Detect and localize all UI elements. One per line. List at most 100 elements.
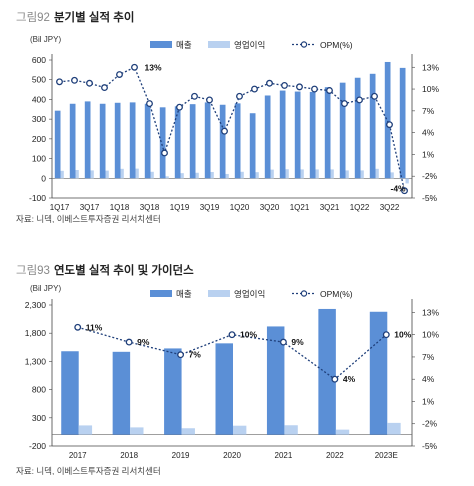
chart2-x-tick-label: 2021 xyxy=(275,451,293,460)
chart1-bar-op-profit xyxy=(165,176,169,179)
chart2-y-left-tick-label: 1,300 xyxy=(25,356,47,366)
chart1-opm-point xyxy=(176,103,183,111)
chart2-legend-swatch-op-profit xyxy=(208,290,230,297)
chart1-x-tick-label: 1Q20 xyxy=(230,203,250,212)
chart2-annual: (Bil JPY) -200 300 800 1,300 1,800 2,300 13% 10%… xyxy=(25,284,440,460)
chart1-bar-op-profit xyxy=(330,169,334,179)
chart1-y-left-tick-label: 400 xyxy=(32,94,46,104)
chart1-bar-sales xyxy=(399,67,406,179)
chart1-x-tick-label: 3Q21 xyxy=(320,203,340,212)
chart1-y-left-tick-label: 0 xyxy=(41,173,46,183)
chart2-bar-op-profit xyxy=(335,429,350,435)
chart2-source: 자료: 니덱, 이베스트투자증권 리서치센터 xyxy=(16,466,161,476)
chart2-y-right-tick-label: -2% xyxy=(422,419,438,429)
chart1-bar-sales xyxy=(189,104,196,179)
chart1-opm-point xyxy=(296,83,303,91)
chart1-opm-line xyxy=(59,66,406,191)
chart2-y-right-tick-label: 13% xyxy=(422,307,439,317)
chart2-opm-annotation: 11% xyxy=(86,322,103,332)
chart2-y-left-tick-label: 300 xyxy=(32,413,46,423)
chart1-bar-sales xyxy=(294,91,301,179)
chart2-legend-marker-opm xyxy=(300,290,308,297)
chart1-bar-sales xyxy=(84,101,91,179)
chart1-opm-annotation: -4% xyxy=(391,184,407,194)
chart1-opm-point xyxy=(281,81,288,89)
chart1-bar-sales xyxy=(114,102,121,179)
chart1-legend-label-op-profit: 영업이익 xyxy=(234,40,265,50)
chart1-x-tick-label: 3Q19 xyxy=(200,203,220,212)
chart1-opm-point xyxy=(161,149,168,157)
chart1-y-left-tick-label: -100 xyxy=(29,193,46,203)
chart1-y-right-tick-label: 7% xyxy=(422,106,435,116)
chart2-legend-label-sales: 매출 xyxy=(176,289,192,299)
chart1-bar-sales xyxy=(309,91,316,179)
chart2-opm-point xyxy=(125,338,133,346)
chart1-bar-op-profit xyxy=(345,170,349,179)
chart2-opm-annotation: 10% xyxy=(394,330,411,340)
chart2-x-tick-label: 2023E xyxy=(375,451,398,460)
chart1-legend-marker-opm xyxy=(300,41,308,48)
chart1-legend-swatch-op-profit xyxy=(208,41,230,48)
chart1-opm-point xyxy=(326,87,333,94)
chart1-fig-num: 그림92 xyxy=(16,12,50,24)
chart1-bar-op-profit xyxy=(255,172,259,179)
chart1-x-tick-label: 3Q22 xyxy=(380,203,400,212)
chart2-y-right-tick-label: 1% xyxy=(422,396,435,406)
chart2-y-left-tick-label: 1,800 xyxy=(25,328,47,338)
chart1-bar-sales xyxy=(144,103,151,179)
chart2-opm-point xyxy=(331,375,339,383)
chart1-unit-label: (Bil JPY) xyxy=(30,35,61,44)
chart1-title: 그림92 분기별 실적 추이 xyxy=(16,9,134,25)
chart1-opm-point xyxy=(101,84,108,92)
chart1-opm-point xyxy=(356,96,363,104)
chart1-opm-point xyxy=(266,79,273,87)
chart2-x-tick-label: 2022 xyxy=(326,451,344,460)
chart2-opm-point xyxy=(228,331,236,339)
chart1-bar-op-profit xyxy=(75,170,79,179)
chart1-opm-point xyxy=(56,78,63,86)
chart1-bar-op-profit xyxy=(240,171,244,179)
chart1-y-left-tick-label: 600 xyxy=(32,55,46,65)
chart1-bar-sales xyxy=(159,107,166,179)
chart1-opm-point xyxy=(116,71,123,78)
chart2-unit-label: (Bil JPY) xyxy=(30,284,61,293)
chart1-y-left-tick-label: 100 xyxy=(32,154,46,164)
chart1-bar-op-profit xyxy=(375,168,379,179)
chart1-bar-sales xyxy=(54,110,61,179)
chart2-opm-annotation: 9% xyxy=(137,337,150,347)
chart2-bar-sales xyxy=(164,348,182,435)
chart1-y-right-tick-label: -5% xyxy=(422,193,438,203)
chart2-legend-label-op-profit: 영업이익 xyxy=(234,289,265,299)
chart1-y-right-tick-label: 1% xyxy=(422,149,435,159)
chart1-bar-op-profit xyxy=(135,168,139,179)
chart2-y-right-tick-label: -5% xyxy=(422,441,438,451)
chart1-bar-sales xyxy=(219,104,226,179)
chart1-bar-sales xyxy=(174,106,181,179)
chart2-title-text: 연도별 실적 추이 및 가이던스 xyxy=(53,265,194,277)
chart1-bar-op-profit xyxy=(360,170,364,179)
chart1-source: 자료: 니덱, 이베스트투자증권 리서치센터 xyxy=(16,214,161,224)
chart1-bar-op-profit xyxy=(180,173,184,179)
chart1-opm-point xyxy=(311,85,318,93)
chart2-y-left-tick-label: 2,300 xyxy=(25,300,47,310)
chart2-bar-op-profit xyxy=(130,427,144,435)
chart2-bar-op-profit xyxy=(387,422,401,435)
chart2-y-right-tick-label: 7% xyxy=(422,352,435,362)
chart1-bar-sales xyxy=(249,113,256,179)
chart1-bar-op-profit xyxy=(300,169,304,179)
chart2-opm-point xyxy=(177,351,185,359)
chart1-legend-label-sales: 매출 xyxy=(176,40,192,50)
chart1-bar-op-profit xyxy=(195,172,199,179)
chart1-bar-sales xyxy=(324,87,331,179)
chart1-bar-op-profit xyxy=(120,168,124,179)
chart2-bar-op-profit xyxy=(284,425,298,435)
chart1-legend-swatch-sales xyxy=(150,41,172,48)
chart2-bar-op-profit xyxy=(78,425,93,435)
chart1-opm-point xyxy=(221,127,228,135)
chart1-bar-sales xyxy=(129,102,136,179)
chart2-x-tick-label: 2019 xyxy=(172,451,190,460)
chart1-x-tick-label: 1Q22 xyxy=(350,203,370,212)
chart2-opm-annotation: 4% xyxy=(343,374,356,384)
chart2-opm-annotation: 7% xyxy=(189,350,202,360)
chart2-y-left-tick-label: 800 xyxy=(32,385,46,395)
